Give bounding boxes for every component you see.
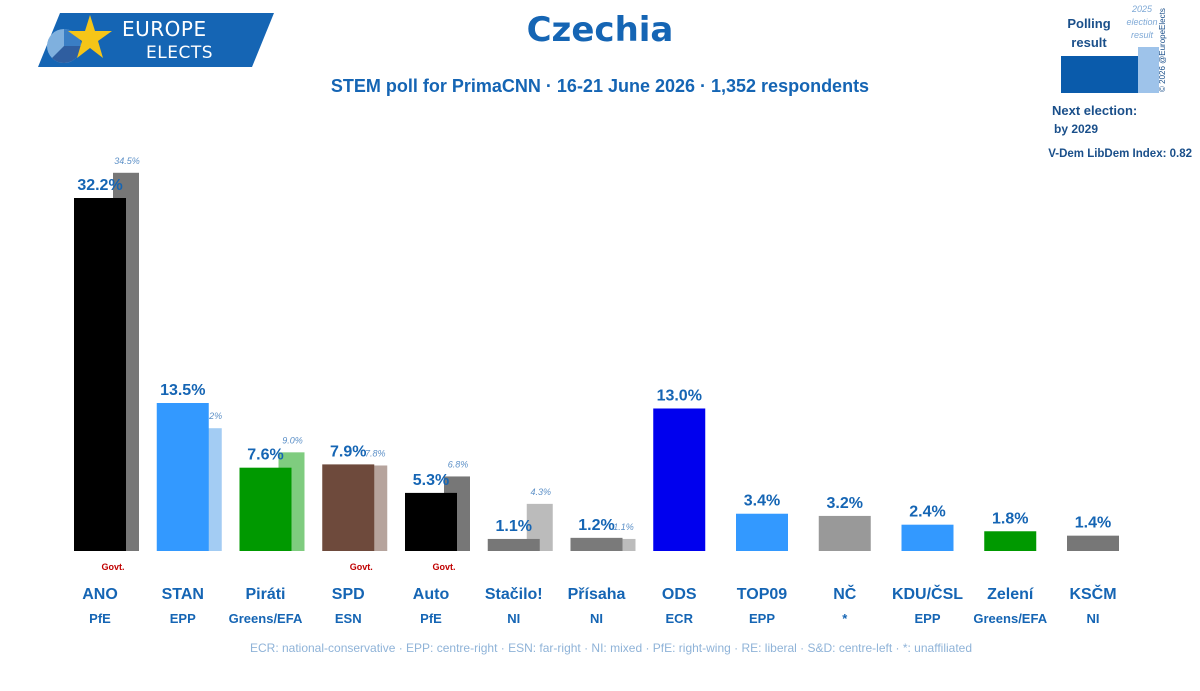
value-label-0: 32.2% [77, 177, 122, 194]
page-subtitle: STEM poll for PrimaCNN · 16-21 June 2026… [330, 76, 870, 96]
group-label-11: Greens/EFA [973, 611, 1047, 626]
prev-value-label-4: 6.8% [448, 459, 469, 469]
bar-5 [487, 538, 540, 551]
party-label-12: KSČM [1069, 584, 1116, 603]
bar-11 [984, 531, 1037, 551]
prev-value-label-5: 4.3% [530, 487, 551, 497]
bar-2 [239, 467, 292, 551]
prev-value-label-6: 1.1% [613, 522, 634, 532]
govt-label-0: Govt. [101, 562, 124, 572]
value-label-6: 1.2% [578, 517, 614, 534]
party-label-6: Přísaha [568, 586, 626, 603]
legend-prev-line2: election [1126, 17, 1158, 27]
bar-9 [818, 515, 871, 551]
value-label-1: 13.5% [160, 382, 205, 399]
prev-value-label-3: 7.8% [365, 448, 386, 458]
group-label-5: NI [507, 611, 520, 626]
value-label-10: 2.4% [909, 504, 945, 521]
group-footnote: ECR: national-conservative · EPP: centre… [249, 641, 973, 655]
party-label-10: KDU/ČSL [892, 584, 963, 603]
party-label-8: TOP09 [737, 586, 788, 603]
govt-label-4: Govt. [432, 562, 455, 572]
group-label-4: PfE [420, 611, 442, 626]
party-label-2: Piráti [245, 586, 285, 603]
value-label-9: 3.2% [827, 495, 863, 512]
legend-prev-label: 2025 election result [1122, 3, 1162, 42]
govt-label-3: Govt. [350, 562, 373, 572]
group-label-10: EPP [914, 611, 940, 626]
group-label-2: Greens/EFA [229, 611, 303, 626]
group-label-1: EPP [170, 611, 196, 626]
logo-text-europe: EUROPE [122, 17, 207, 41]
legend-polling-line2: result [1071, 35, 1107, 50]
logo-graphic [38, 13, 274, 67]
party-label-5: Stačilo! [485, 586, 543, 603]
legend: Polling result 2025 election result © 20… [1040, 0, 1200, 170]
legend-prev-line1: 2025 [1131, 4, 1153, 14]
party-label-7: ODS [662, 586, 697, 603]
logo-text-elects: ELECTS [146, 43, 213, 63]
bar-3 [322, 464, 375, 551]
legend-prev-line3: result [1130, 30, 1153, 40]
legend-polling-line1: Polling [1067, 16, 1111, 31]
party-label-11: Zelení [987, 586, 1034, 603]
bar-6 [570, 537, 623, 551]
legend-polling-label: Polling result [1066, 14, 1112, 52]
party-label-0: ANO [82, 586, 118, 603]
party-label-4: Auto [413, 586, 450, 603]
value-label-4: 5.3% [413, 472, 449, 489]
next-election-label: Next election: [1052, 103, 1138, 118]
europe-elects-logo: EUROPE ELECTS [38, 13, 274, 67]
group-label-8: EPP [749, 611, 775, 626]
bar-7 [653, 408, 706, 551]
group-label-0: PfE [89, 611, 111, 626]
party-label-1: STAN [162, 586, 204, 603]
legend-polling-swatch [1061, 56, 1138, 93]
group-label-9: * [842, 611, 848, 626]
prev-value-label-1: 11.2% [197, 411, 222, 421]
value-label-2: 7.6% [247, 447, 283, 464]
value-label-3: 7.9% [330, 443, 366, 460]
party-label-3: SPD [332, 586, 365, 603]
vdem-index: V-Dem LibDem Index: 0.82 [1048, 148, 1192, 160]
next-election: Next election: by 2029 [1052, 102, 1137, 138]
legend-prev-swatch [1138, 47, 1159, 93]
value-label-7: 13.0% [657, 387, 702, 404]
group-label-7: ECR [666, 611, 694, 626]
value-label-12: 1.4% [1075, 515, 1111, 532]
page-title: Czechia [526, 10, 674, 50]
value-label-5: 1.1% [496, 518, 532, 535]
bar-0 [74, 198, 126, 551]
prev-value-label-2: 9.0% [282, 435, 303, 445]
bar-1 [156, 403, 209, 551]
party-label-9: NČ [833, 584, 857, 603]
bar-8 [736, 513, 788, 551]
bar-4 [405, 492, 457, 551]
prev-value-label-0: 34.5% [114, 156, 140, 166]
value-label-11: 1.8% [992, 510, 1028, 527]
next-election-value: by 2029 [1054, 122, 1099, 136]
bar-12 [1067, 535, 1119, 551]
value-label-8: 3.4% [744, 493, 780, 510]
bar-10 [901, 524, 954, 551]
group-label-3: ESN [335, 611, 362, 626]
group-label-6: NI [590, 611, 603, 626]
group-label-12: NI [1087, 611, 1100, 626]
